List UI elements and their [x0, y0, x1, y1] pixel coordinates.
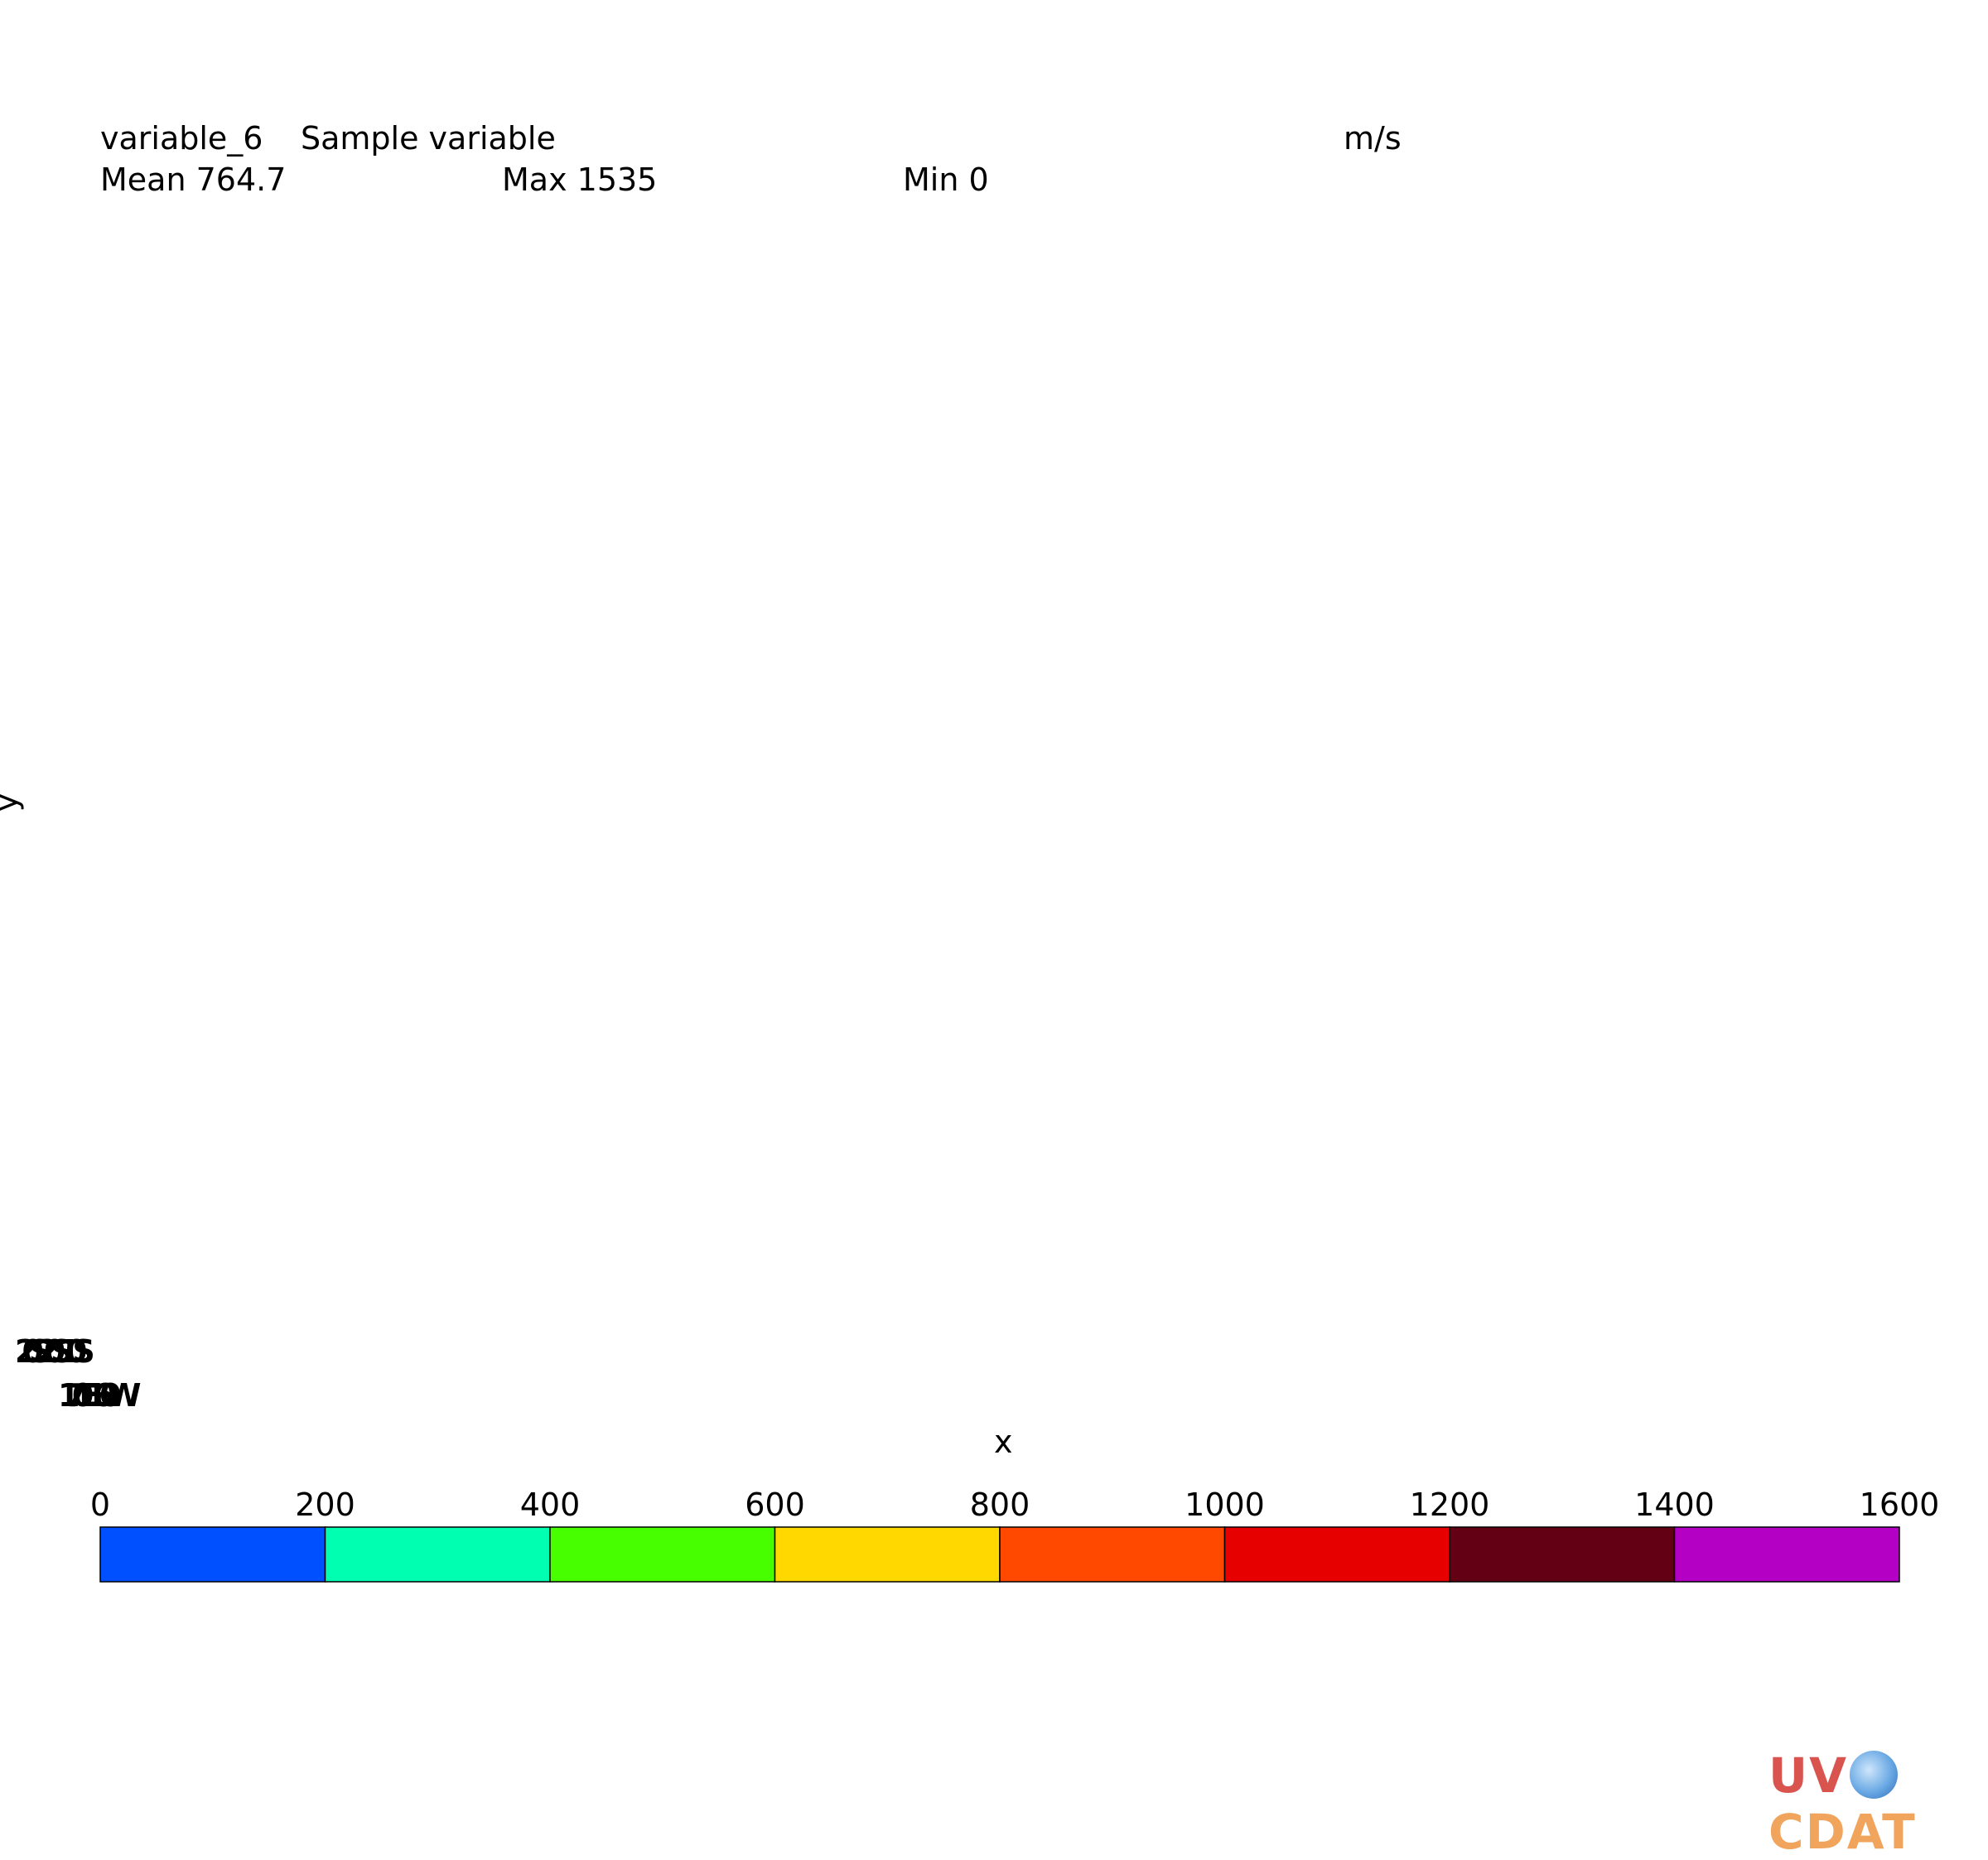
colorbar-tick-label: 1000 — [1185, 1487, 1265, 1523]
colorbar-tick-label: 400 — [520, 1487, 581, 1523]
y-tick-labels-overlap: 20S20S10S — [15, 1333, 95, 1370]
colorbar-tick-label: 600 — [745, 1487, 805, 1523]
colorbar-swatch-3 — [774, 1526, 1001, 1583]
uvcdat-logo: UVCDAT — [1768, 1747, 1988, 1860]
min-stat: Min 0 — [903, 161, 989, 198]
colorbar-tick-label: 200 — [295, 1487, 355, 1523]
colorbar: 0 200 400 600 800 1000 1200 1400 1600 — [90, 1487, 1940, 1583]
colorbar-tick-label: 0 — [90, 1487, 110, 1523]
x-axis-label: x — [994, 1424, 1013, 1460]
colorbar-swatch-4 — [999, 1526, 1226, 1583]
colorbar-tick-label: 1600 — [1860, 1487, 1940, 1523]
colorbar-swatch-6 — [1449, 1526, 1676, 1583]
colorbar-tick-label: 800 — [970, 1487, 1030, 1523]
x-tick-labels-overlap: 170E160W — [58, 1377, 141, 1414]
logo-text-uv: UV — [1768, 1747, 1848, 1804]
colorbar-swatch-2 — [549, 1526, 776, 1583]
colorbar-swatch-7 — [1673, 1526, 1900, 1583]
globe-icon — [1849, 1751, 1898, 1799]
colorbar-swatch-0 — [99, 1526, 326, 1583]
logo-text-cdat: CDAT — [1768, 1804, 1917, 1860]
colorbar-tick-label: 1400 — [1634, 1487, 1715, 1523]
colorbar-swatch-1 — [324, 1526, 551, 1583]
colorbar-swatch-5 — [1223, 1526, 1450, 1583]
y-axis-label: y — [0, 793, 24, 812]
colorbar-tick-label: 1200 — [1410, 1487, 1490, 1523]
variable-name: variable_6 — [100, 120, 263, 157]
units-label: m/s — [1344, 120, 1402, 157]
variable-long-name: Sample variable — [301, 120, 556, 157]
max-stat: Max 1535 — [502, 161, 658, 198]
mean-stat: Mean 764.7 — [100, 161, 287, 198]
